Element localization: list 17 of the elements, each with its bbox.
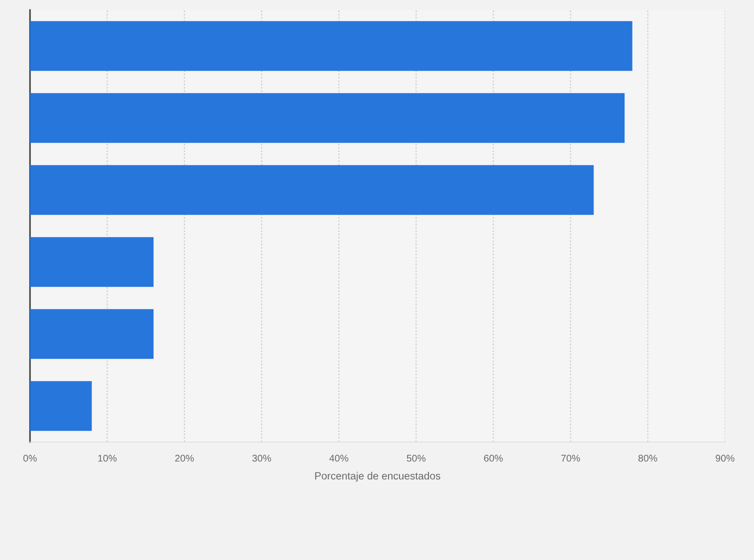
x-tick-label: 40% [329, 454, 348, 462]
x-tick-label: 50% [406, 454, 426, 462]
x-tick-label: 10% [98, 454, 117, 462]
bar [30, 165, 594, 215]
x-tick-label: 0% [23, 454, 37, 462]
x-tick-label: 60% [484, 454, 503, 462]
bar [30, 309, 154, 359]
x-tick-label: 90% [716, 454, 734, 462]
x-tick-label: 20% [175, 454, 194, 462]
x-tick-label: 80% [638, 454, 658, 462]
x-tick-label: 70% [561, 454, 580, 462]
x-tick-label: 30% [252, 454, 272, 462]
bar [30, 381, 92, 431]
x-axis-title: Porcentaje de encuestados [315, 472, 440, 482]
bar [30, 21, 632, 71]
bar [30, 93, 625, 143]
bar [30, 237, 154, 287]
